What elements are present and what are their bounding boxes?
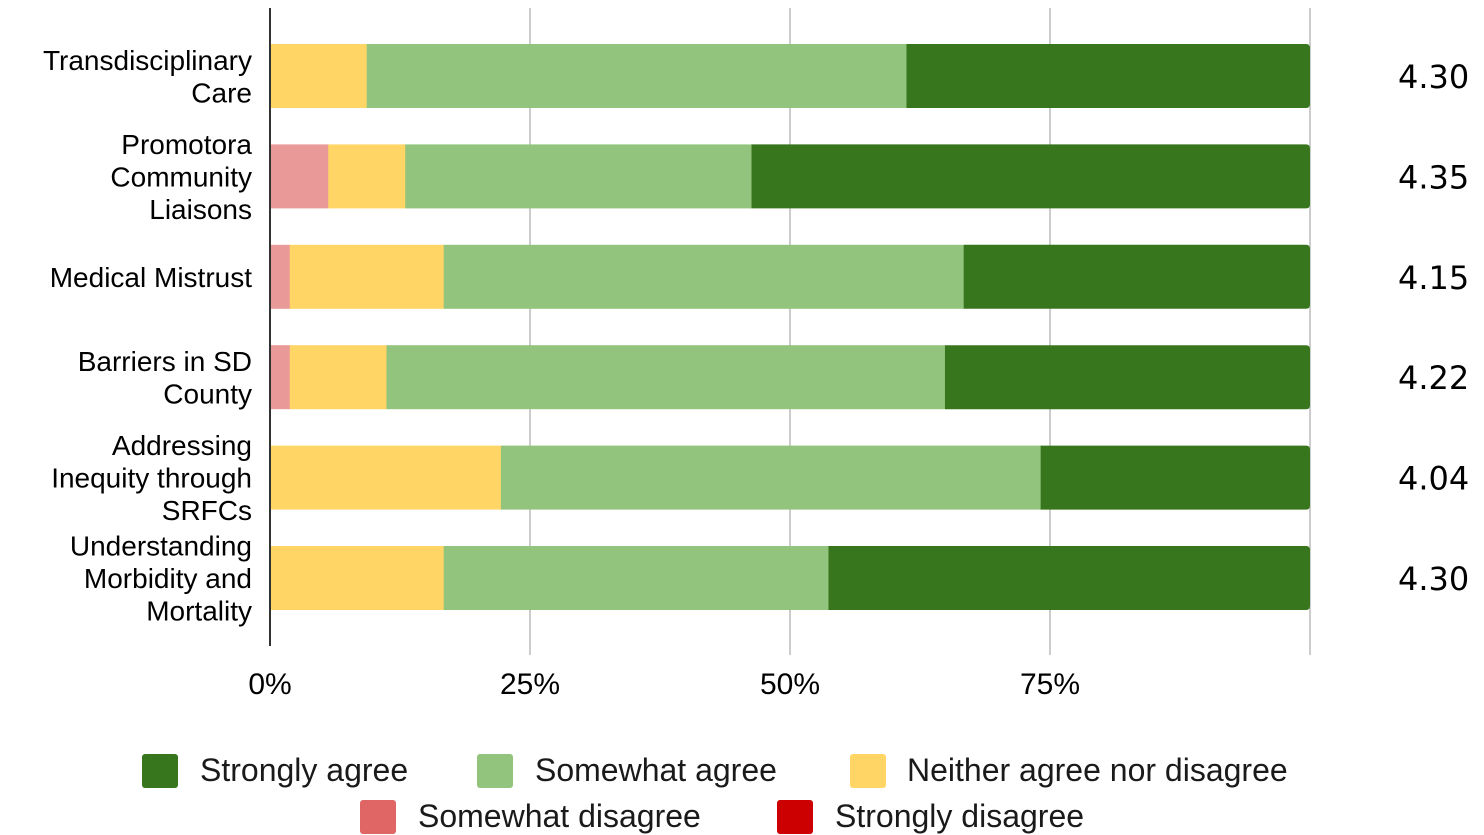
bar-segment bbox=[500, 445, 1042, 510]
legend-item: Somewhat disagree bbox=[360, 798, 701, 834]
legend-item: Strongly disagree bbox=[777, 798, 1084, 834]
x-tick-label: 25% bbox=[500, 668, 560, 701]
legend-item: Neither agree nor disagree bbox=[850, 752, 1288, 788]
category-label-line: Inequity through bbox=[51, 463, 252, 494]
category-label: Transdisciplinary Care bbox=[43, 45, 252, 109]
category-labels: Transdisciplinary Care Promotora Community L… bbox=[43, 45, 252, 627]
category-label: Medical Mistrust bbox=[50, 262, 252, 293]
category-label-line: Barriers in SD bbox=[78, 346, 252, 377]
category-label-line: Transdisciplinary bbox=[43, 45, 252, 76]
legend-label: Strongly agree bbox=[200, 752, 408, 788]
category-label: Understanding Morbidity and Mortality bbox=[70, 531, 252, 627]
x-tick-label: 75% bbox=[1020, 668, 1080, 701]
bar-segment bbox=[405, 144, 753, 209]
mean-score-label: 4.35 bbox=[1398, 158, 1469, 196]
score-labels: 4.30 4.35 4.15 4.22 4.04 4.30 bbox=[1398, 58, 1469, 598]
bar-segment bbox=[944, 345, 1310, 410]
category-label-line: Care bbox=[191, 77, 252, 108]
bar-segment bbox=[386, 345, 946, 410]
legend-label: Neither agree nor disagree bbox=[907, 752, 1288, 788]
category-label-line: Understanding bbox=[70, 531, 252, 562]
mean-score-label: 4.30 bbox=[1398, 58, 1469, 96]
bar-segment bbox=[270, 445, 502, 510]
mean-score-label: 4.15 bbox=[1398, 259, 1469, 297]
legend-label: Strongly disagree bbox=[835, 798, 1084, 834]
legend-item: Somewhat agree bbox=[477, 752, 777, 788]
bar-segment bbox=[906, 44, 1310, 108]
legend: Strongly agree Somewhat agree Neither agre… bbox=[142, 752, 1288, 834]
category-label: Promotora Community Liaisons bbox=[110, 129, 252, 225]
mean-score-label: 4.04 bbox=[1398, 460, 1469, 498]
bar-segment bbox=[963, 244, 1310, 309]
category-label-line: Morbidity and bbox=[84, 563, 252, 594]
bar-segment bbox=[289, 345, 387, 410]
category-label-line: Medical Mistrust bbox=[50, 262, 252, 293]
bars bbox=[270, 44, 1310, 610]
bar-row bbox=[270, 546, 1310, 610]
bar-segment bbox=[270, 144, 329, 209]
legend-swatch bbox=[850, 754, 886, 788]
bar-row bbox=[270, 44, 1310, 108]
bar-row bbox=[270, 144, 1310, 209]
bar-segment bbox=[270, 546, 445, 610]
legend-label: Somewhat agree bbox=[535, 752, 777, 788]
bar-row bbox=[270, 445, 1310, 510]
mean-score-label: 4.22 bbox=[1398, 359, 1469, 397]
bar-segment bbox=[443, 244, 965, 309]
legend-swatch bbox=[777, 800, 813, 834]
bar-segment bbox=[1040, 445, 1310, 510]
category-label: Barriers in SD County bbox=[78, 346, 252, 410]
category-label: Addressing Inequity through SRFCs bbox=[51, 430, 252, 526]
category-label-line: Mortality bbox=[146, 596, 252, 627]
legend-item: Strongly agree bbox=[142, 752, 408, 788]
bar-segment bbox=[270, 345, 291, 410]
bar-segment bbox=[828, 546, 1310, 610]
bar-row bbox=[270, 244, 1310, 309]
category-label-line: Addressing bbox=[112, 430, 252, 461]
bar-segment bbox=[751, 144, 1310, 209]
legend-label: Somewhat disagree bbox=[418, 798, 701, 834]
bar-segment bbox=[366, 44, 907, 108]
category-label-line: Community bbox=[110, 161, 252, 192]
bar-segment bbox=[289, 244, 445, 309]
category-label-line: County bbox=[163, 378, 252, 409]
category-label-line: Liaisons bbox=[149, 194, 252, 225]
bar-segment bbox=[270, 44, 368, 108]
bar-segment bbox=[443, 546, 829, 610]
bar-row bbox=[270, 345, 1310, 410]
legend-swatch bbox=[360, 800, 396, 834]
bar-segment bbox=[270, 244, 291, 309]
x-tick-label: 50% bbox=[760, 668, 820, 701]
mean-score-label: 4.30 bbox=[1398, 560, 1469, 598]
legend-swatch bbox=[142, 754, 178, 788]
x-tick-label: 0% bbox=[248, 668, 291, 701]
x-tick-labels: 0% 25% 50% 75% bbox=[248, 668, 1080, 701]
bar-segment bbox=[328, 144, 406, 209]
category-label-line: Promotora bbox=[121, 129, 252, 160]
category-label-line: SRFCs bbox=[162, 495, 252, 526]
legend-swatch bbox=[477, 754, 513, 788]
